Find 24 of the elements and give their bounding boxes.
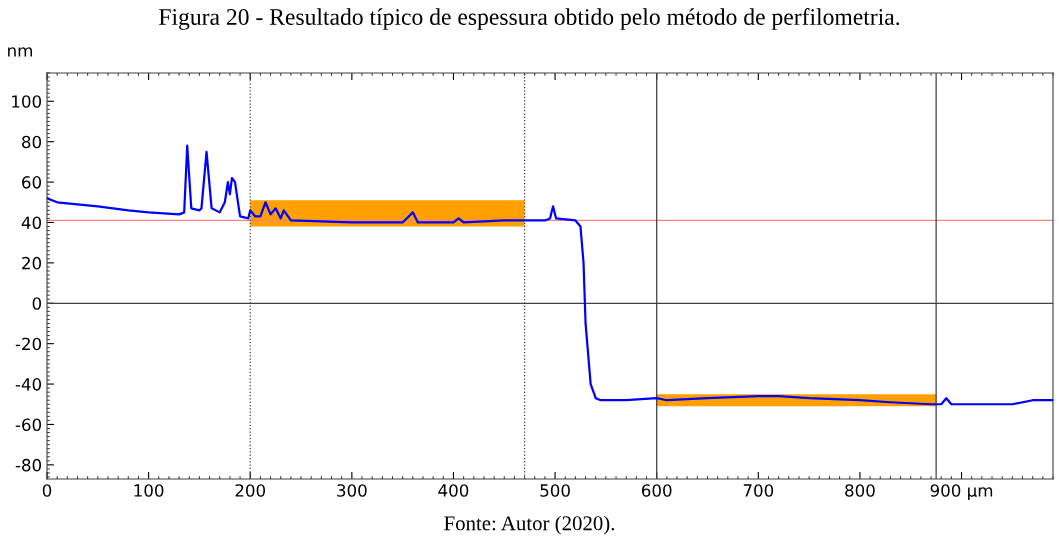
line-series (47, 144, 1053, 406)
y-tick-label: -80 (15, 458, 42, 472)
x-tick-label: 200 (235, 484, 266, 497)
source-note: Fonte: Autor (2020). (444, 515, 615, 535)
x-tick-label: 100 (134, 484, 164, 497)
x-tick-label: 0 (42, 484, 52, 497)
y-tick-label: 80 (22, 135, 42, 149)
y-tick-label: -40 (15, 378, 42, 391)
y-tick-label: 20 (22, 256, 42, 270)
y-tick-label: 100 (12, 95, 42, 108)
y-tick-label: 0 (32, 297, 42, 310)
x-tick-label: 600 (641, 484, 672, 497)
y-tick-label: 40 (21, 216, 42, 230)
y-axis-title: nm (8, 47, 32, 57)
y-tick-label: -20 (15, 337, 42, 351)
x-tick-label: 400 (438, 484, 469, 497)
x-tick-label: 300 (337, 484, 367, 497)
y-tick-label: 60 (22, 176, 42, 189)
x-tick-label: 700 (743, 484, 774, 497)
x-tick-label: 900 µm (930, 484, 993, 500)
y-tick-label: -60 (15, 418, 42, 432)
chart-title: Figura 20 - Resultado típico de espessura obtido pelo método de perfilometria. (159, 8, 900, 30)
x-tick-label: 800 (845, 484, 875, 497)
x-tick-label: 500 (540, 484, 570, 497)
